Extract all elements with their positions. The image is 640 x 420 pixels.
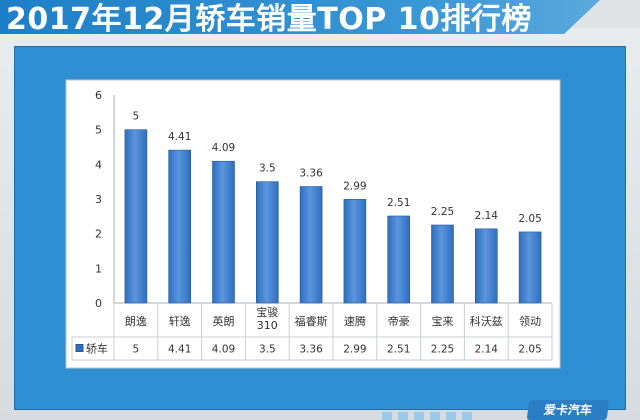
- x-tick-label: 宝来: [432, 314, 454, 328]
- table-cell: 4.09: [212, 344, 235, 356]
- data-label: 3.36: [299, 168, 323, 180]
- page-title: 2017年12月轿车销量TOP 10排行榜: [6, 2, 532, 37]
- bar-轩逸: [168, 149, 191, 304]
- data-label: 2.25: [431, 206, 454, 218]
- x-tick-label: 310: [257, 319, 278, 332]
- bar-朗逸: [124, 129, 148, 304]
- legend-swatch: [75, 344, 84, 352]
- y-tick-label: 3: [95, 193, 102, 206]
- table-cell: 5: [133, 344, 140, 356]
- x-tick-label: 福睿斯: [295, 314, 328, 328]
- bar-速腾: [343, 199, 367, 304]
- table-cell: 2.25: [431, 344, 454, 356]
- x-tick-label: 帝豪: [388, 314, 410, 328]
- x-tick-label: 英朗: [213, 314, 235, 328]
- data-label: 2.51: [387, 197, 410, 209]
- bar-领动: [518, 231, 542, 304]
- bar-福睿斯: [299, 186, 323, 304]
- x-tick-label: 速腾: [344, 314, 366, 328]
- data-label: 3.5: [259, 163, 276, 175]
- data-label: 4.09: [212, 142, 235, 154]
- table-cell: 4.41: [168, 344, 191, 356]
- title-banner: 2017年12月轿车销量TOP 10排行榜: [0, 0, 600, 34]
- table-cell: 2.99: [343, 344, 366, 356]
- table-cell: 2.51: [387, 344, 410, 356]
- bar-英朗: [212, 160, 235, 304]
- bar-宝来: [431, 224, 454, 304]
- table-cell: 2.05: [518, 344, 541, 356]
- y-tick-label: 1: [95, 262, 102, 275]
- data-label: 2.05: [518, 213, 541, 225]
- y-tick-label: 0: [95, 297, 102, 310]
- y-tick-label: 4: [95, 158, 102, 171]
- x-tick-label: 领动: [519, 315, 541, 328]
- x-tick-label: 朗逸: [125, 315, 147, 328]
- y-tick-label: 6: [95, 89, 102, 102]
- bar-帝豪: [387, 215, 411, 304]
- x-tick-label: 轩逸: [169, 314, 191, 328]
- watermark-decoration: [382, 412, 478, 420]
- x-tick-label: 宝骏: [256, 305, 278, 319]
- data-label: 2.14: [475, 210, 499, 222]
- watermark-logo: 爱卡汽车: [526, 400, 610, 420]
- data-label: 2.99: [343, 180, 366, 192]
- table-cell: 3.36: [299, 344, 323, 356]
- x-tick-label: 科沃兹: [470, 314, 503, 328]
- table-cell: 2.14: [475, 344, 499, 356]
- y-tick-label: 2: [95, 228, 102, 241]
- table-cell: 3.5: [259, 344, 276, 356]
- bar-宝骏310: [255, 181, 279, 304]
- data-label: 4.41: [168, 131, 191, 143]
- data-label: 5: [133, 111, 140, 123]
- legend-label: 轿车: [86, 342, 108, 356]
- bar-科沃兹: [474, 228, 498, 304]
- y-tick-label: 5: [95, 124, 102, 137]
